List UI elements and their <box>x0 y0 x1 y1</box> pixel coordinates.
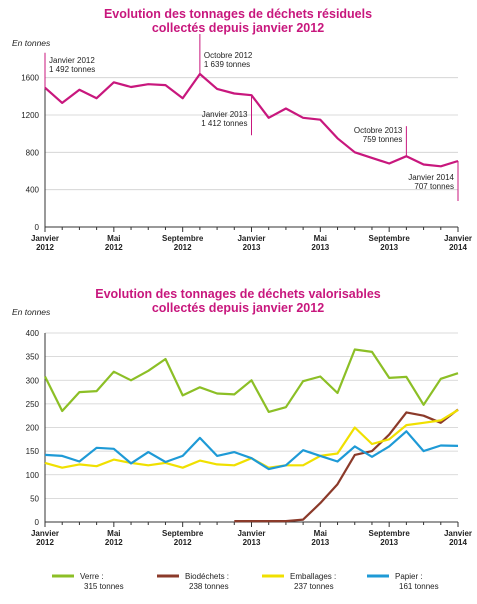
legend-total: 238 tonnes <box>189 582 229 591</box>
data-label: Janvier 2012 <box>49 56 95 65</box>
data-label: Octobre 2012 <box>204 51 253 60</box>
data-label: 1 492 tonnes <box>49 65 95 74</box>
y-tick-label: 800 <box>26 148 40 157</box>
y-tick-label: 150 <box>26 447 40 456</box>
data-label: 1 412 tonnes <box>201 119 247 128</box>
x-tick-label: Janvier 2012 <box>31 529 59 547</box>
series-line <box>44 430 459 471</box>
chart-title: Evolution des tonnages de déchets résidu… <box>104 7 372 21</box>
x-tick-label: Janvier 2013 <box>237 234 265 252</box>
legend-label: Papier : <box>395 572 423 581</box>
y-tick-label: 400 <box>26 329 40 338</box>
legend-total: 237 tonnes <box>294 582 334 591</box>
y-tick-label: 0 <box>35 518 40 527</box>
y-tick-label: 400 <box>26 186 40 195</box>
data-label: 707 tonnes <box>414 182 454 191</box>
x-tick-label: Septembre 2013 <box>368 234 410 252</box>
x-tick-label: Septembre 2013 <box>368 529 410 547</box>
x-tick-label: Septembre 2012 <box>162 529 204 547</box>
y-tick-label: 200 <box>26 424 40 433</box>
x-tick-label: Mai 2013 <box>311 234 329 252</box>
chart-title: Evolution des tonnages de déchets valori… <box>95 287 381 301</box>
series-line <box>44 72 459 168</box>
legend-label: Biodéchets : <box>185 572 229 581</box>
data-label: Octobre 2013 <box>354 126 403 135</box>
data-label: Janvier 2013 <box>202 110 248 119</box>
y-tick-label: 1200 <box>21 111 39 120</box>
x-tick-label: Mai 2012 <box>105 234 123 252</box>
y-tick-label: 250 <box>26 400 40 409</box>
y-axis-label: En tonnes <box>12 307 51 317</box>
y-tick-label: 0 <box>35 223 40 232</box>
y-axis-label: En tonnes <box>12 38 51 48</box>
x-tick-label: Janvier 2014 <box>444 529 472 547</box>
y-tick-label: 300 <box>26 376 40 385</box>
data-label: Janvier 2014 <box>408 173 454 182</box>
x-tick-label: Janvier 2012 <box>31 234 59 252</box>
x-tick-label: Janvier 2013 <box>237 529 265 547</box>
data-label: 1 639 tonnes <box>204 60 250 69</box>
data-label: 759 tonnes <box>363 135 403 144</box>
legend-label: Emballages : <box>290 572 336 581</box>
x-tick-label: Mai 2012 <box>105 529 123 547</box>
series-line <box>234 408 459 523</box>
legend-total: 161 tonnes <box>399 582 439 591</box>
series-line <box>44 348 459 413</box>
x-tick-label: Septembre 2012 <box>162 234 204 252</box>
x-tick-label: Mai 2013 <box>311 529 329 547</box>
legend-total: 315 tonnes <box>84 582 124 591</box>
y-tick-label: 350 <box>26 353 40 362</box>
y-tick-label: 100 <box>26 471 40 480</box>
x-tick-label: Janvier 2014 <box>444 234 472 252</box>
y-tick-label: 1600 <box>21 74 39 83</box>
chart-title: collectés depuis janvier 2012 <box>152 301 324 315</box>
chart-title: collectés depuis janvier 2012 <box>152 21 324 35</box>
y-tick-label: 50 <box>30 494 39 503</box>
legend-label: Verre : <box>80 572 104 581</box>
